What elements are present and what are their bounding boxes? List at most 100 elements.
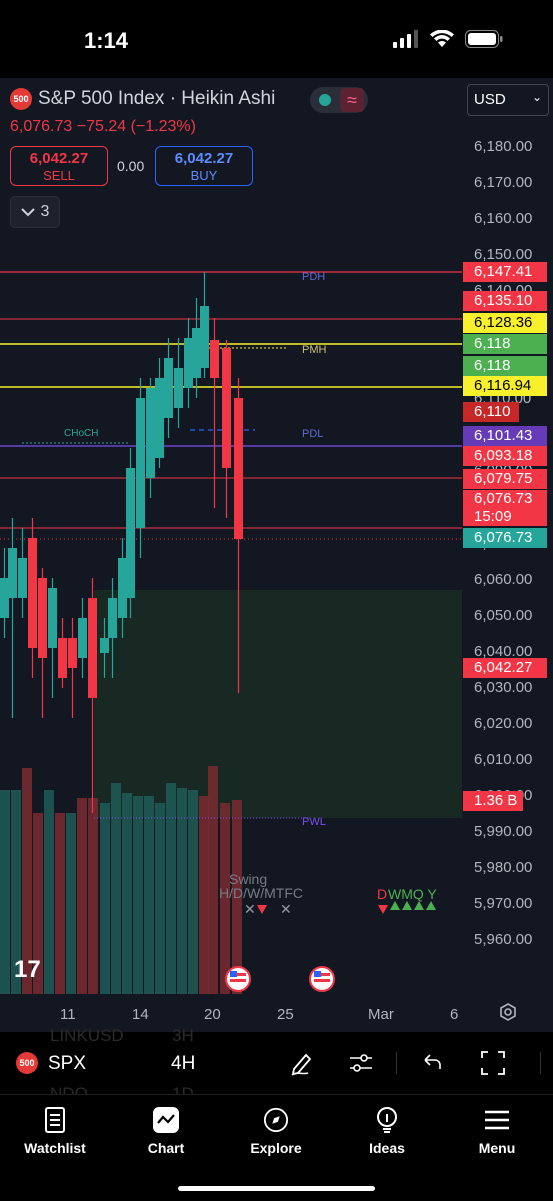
candle-body [18,558,27,598]
last-price-label: 6,076.73 15:09 [463,490,547,526]
interval-button[interactable]: 4H [171,1053,196,1074]
pwl-label: PWL [302,816,326,828]
green-last-price-label: 6,076.73 [463,528,547,548]
dwmqy-rest-label: WMQ Y [388,886,437,902]
status-bar: 1:14 [0,0,553,78]
tab-menu[interactable]: Menu [457,1107,537,1156]
volume-bar [122,793,132,994]
tab-watchlist[interactable]: Watchlist [15,1107,95,1156]
choch-label: CHoCH [64,428,98,439]
status-time: 1:14 [84,28,129,53]
compass-icon [263,1107,289,1133]
currency-select[interactable]: USD ⌄ [467,84,549,116]
date-label: 6 [450,1006,459,1023]
volume-bar [100,803,110,994]
dwmqy-up-4 [426,901,436,910]
volume-bar [188,790,198,994]
price-axis-tick: 6,060.00 [474,570,533,588]
candle-body [126,468,135,598]
buy-button[interactable]: 6,042.27 BUY [155,146,253,186]
price-axis-tick: 5,990.00 [474,822,533,840]
us-flag-event-1 [225,966,251,992]
volume-bar [155,803,165,994]
symbol-title-row[interactable]: 500 S&P 500 Index · Heikin Ashi [10,88,275,110]
price-axis-tick: 6,020.00 [474,714,533,732]
settings-gear-icon [500,1003,516,1021]
pdl-price-label: 6,101.43 [463,426,547,446]
price-axis-tick: 6,150.00 [474,246,533,264]
candle-body [28,538,37,648]
candle-body [78,618,87,658]
candle-body [100,638,109,653]
market-status-pill[interactable]: ≈ [310,87,368,113]
tab-ideas[interactable]: Ideas [347,1107,427,1156]
pdl-label: PDL [302,428,323,440]
home-indicator [178,1186,375,1191]
watchlist-icon [42,1107,68,1133]
buy-label: BUY [190,168,218,183]
sell-button[interactable]: 6,042.27 SELL [10,146,108,186]
indicators-sliders-icon[interactable] [347,1049,375,1077]
candle-body [8,548,17,598]
dwmqy-up-3 [414,901,424,910]
background-interval: 3H [172,1026,194,1045]
battery-icon [465,30,503,48]
symbol-button[interactable]: SPX [48,1053,87,1074]
candle-body [68,638,77,668]
green-price-label-2: 6,118 [463,356,547,376]
symbol-title: S&P 500 Index · Heikin Ashi [38,88,276,109]
price-axis-tick: 5,960.00 [474,931,533,949]
undo-icon[interactable] [420,1051,444,1075]
tab-label: Ideas [369,1140,405,1156]
volume-bar [133,796,143,994]
tab-label: Explore [250,1140,302,1156]
bid-price-label: 6,042.27 [463,658,547,678]
candle-body [48,588,57,648]
candle-body [108,598,117,638]
candle-body [174,368,183,408]
bar-countdown: 15:09 [474,508,512,525]
us-flag-event-2 [309,966,335,992]
dwmqy-up-2 [402,901,412,910]
date-label: 11 [60,1006,76,1023]
swing-label: Swing [229,871,267,887]
price-change: −75.24 (−1.23%) [76,118,196,135]
volume-bar [111,783,121,994]
tf-label: H/D/W/MTFC [219,885,303,901]
price-axis-tick: 6,040.00 [474,642,533,660]
signal-icon [393,30,418,48]
volume-label: 1.36 B [463,791,523,811]
chart-canvas[interactable]: PDH PMH PDL PWL CHoCH Swing H/D/W/MTFC ✕… [0,78,553,1032]
wave-icon: ≈ [340,88,364,112]
yellow-price-label: 6,116.94 [463,376,547,396]
pdh-price-label: 6,147.41 [463,262,547,282]
pmh-label: PMH [302,344,327,356]
tradingview-logo: 17 [14,956,41,983]
chevron-down-icon [20,208,35,217]
current-price: 6,076.73 [10,118,73,135]
candle-body [146,388,155,478]
tab-label: Watchlist [24,1140,86,1156]
volume-bar [11,790,21,994]
price-change-row: 6,076.73 −75.24 (−1.23%) [10,118,196,136]
x-marker-2: ✕ [280,902,292,918]
candle-body [0,578,9,618]
date-label: 20 [204,1006,221,1023]
volume-bars [0,766,242,994]
tab-chart[interactable]: Chart [126,1107,206,1156]
fullscreen-icon[interactable] [479,1049,507,1077]
candle-body [210,340,219,378]
currency-value: USD [474,91,506,108]
chart-area[interactable]: PDH PMH PDL PWL CHoCH Swing H/D/W/MTFC ✕… [0,78,553,1032]
indicators-toggle-button[interactable]: 3 [10,196,60,228]
volume-bar [166,783,176,994]
x-marker-1: ✕ [244,902,256,918]
candle-body [88,598,97,698]
candle-body [58,638,67,678]
drawing-pen-icon[interactable] [288,1049,316,1077]
date-label: Mar [368,1006,394,1023]
tab-label: Chart [147,1140,185,1156]
wifi-icon [430,30,454,47]
candle-body [192,328,201,378]
tab-explore[interactable]: Explore [236,1107,316,1156]
